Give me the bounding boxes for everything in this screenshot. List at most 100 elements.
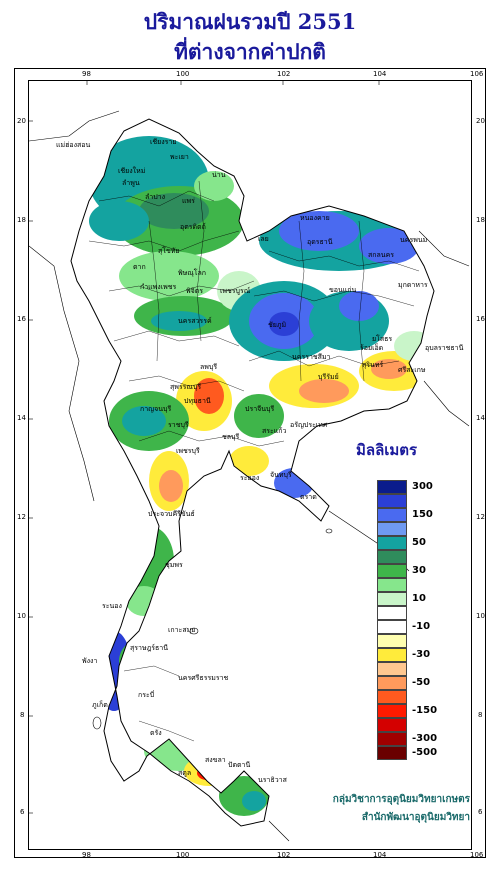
place-label: นครพนม [400, 236, 428, 244]
place-label: พิจิตร [186, 287, 204, 295]
y-tick-right: 20 [476, 117, 485, 125]
legend-label: -30 [412, 649, 431, 660]
legend-swatch [377, 746, 407, 760]
place-label: ประจวบคีรีขันธ์ [148, 510, 195, 518]
place-label: เพชรบุรี [176, 447, 200, 455]
place-label: กาญจนบุรี [140, 405, 172, 413]
place-label: อุดรธานี [307, 238, 333, 246]
legend-swatch [377, 732, 407, 746]
legend-swatch [377, 606, 407, 620]
y-tick-left: 20 [17, 117, 26, 125]
y-tick-right: 12 [476, 513, 485, 521]
legend-swatch [377, 634, 407, 648]
place-label: ลพบุรี [200, 363, 218, 371]
y-tick-left: 18 [17, 216, 26, 224]
legend-swatch [377, 592, 407, 606]
legend-swatch [377, 550, 407, 564]
place-label: สุพรรณบุรี [170, 383, 202, 391]
y-tick-left: 14 [17, 414, 26, 422]
y-tick-left: 8 [20, 711, 25, 719]
place-label: เพชรบูรณ์ [220, 287, 251, 295]
place-label: นครสวรรค์ [178, 317, 212, 325]
legend-swatch [377, 704, 407, 718]
rainfall-anomaly-map [29, 81, 470, 842]
place-label: ลำปาง [145, 193, 166, 201]
y-tick-left: 16 [17, 315, 26, 323]
place-label: นครศรีธรรมราช [178, 674, 229, 682]
place-label: จันทบุรี [270, 471, 292, 479]
place-label: บุรีรัมย์ [318, 373, 339, 381]
place-label: พังงา [82, 657, 98, 665]
x-tick-top: 106 [470, 70, 484, 78]
legend-label: -10 [412, 621, 431, 632]
place-label: นราธิวาส [258, 776, 287, 784]
legend-swatch [377, 578, 407, 592]
place-label: พิษณุโลก [178, 269, 207, 277]
y-tick-left: 10 [17, 612, 26, 620]
place-label: ลำพูน [122, 179, 140, 187]
map-subtitle: ที่ต่างจากค่าปกติ [174, 39, 326, 64]
legend-label: -150 [412, 705, 438, 716]
y-tick-right: 10 [476, 612, 485, 620]
place-label: อรัญประเทศ [290, 421, 328, 429]
legend-label: 50 [412, 537, 426, 548]
legend-swatch [377, 648, 407, 662]
place-label: มุกดาหาร [398, 281, 428, 289]
y-tick-right: 14 [476, 414, 485, 422]
legend-label: 150 [412, 509, 433, 520]
place-label: กำแพงเพชร [140, 283, 177, 291]
legend-swatch [377, 522, 407, 536]
x-tick-top: 104 [373, 70, 387, 78]
place-label: ชลบุรี [222, 433, 240, 441]
map-title: ปริมาณฝนรวมปี 2551 [143, 9, 357, 34]
legend-swatch [377, 536, 407, 550]
x-tick-bottom: 98 [82, 851, 91, 859]
place-label: ปทุมธานี [184, 397, 211, 405]
legend-label: 30 [412, 565, 426, 576]
map-area [28, 80, 472, 850]
y-tick-right: 6 [478, 808, 483, 816]
legend-label: 300 [412, 481, 433, 492]
place-label: แม่ฮ่องสอน [56, 141, 91, 149]
place-label: เกาะสมุย [168, 626, 196, 634]
place-label: สระแก้ว [262, 427, 287, 435]
place-label: แพร่ [182, 197, 195, 205]
y-tick-right: 8 [478, 711, 483, 719]
credit-line-1: กลุ่มวิชาการอุตุนิยมวิทยาเกษตร [332, 794, 470, 805]
place-label: อุบลราชธานี [425, 344, 464, 352]
place-label: ตาก [133, 263, 146, 271]
place-label: เชียงใหม่ [118, 167, 146, 175]
legend-label: -50 [412, 677, 431, 688]
place-label: สงขลา [205, 756, 226, 764]
place-label: ระนอง [102, 602, 122, 610]
place-label: ตรัง [150, 729, 162, 737]
legend-label: -500 [412, 747, 438, 758]
y-tick-right: 18 [476, 216, 485, 224]
legend-label: -300 [412, 733, 438, 744]
place-label: พะเยา [170, 153, 189, 161]
place-label: ราชบุรี [168, 421, 189, 429]
place-label: หนองคาย [300, 214, 330, 222]
y-tick-right: 16 [476, 315, 485, 323]
place-label: สกลนคร [368, 251, 395, 259]
place-label: เชียงราย [150, 138, 177, 146]
legend-swatch [377, 676, 407, 690]
place-label: ชุมพร [165, 561, 183, 569]
x-tick-top: 100 [176, 70, 190, 78]
legend-swatch [377, 494, 407, 508]
place-label: ยโสธร [372, 335, 393, 343]
place-label: ขอนแก่น [329, 286, 357, 294]
place-label: สุราษฎร์ธานี [130, 644, 169, 652]
place-label: อุตรดิตถ์ [180, 223, 206, 231]
place-label: ศรีสะเกษ [398, 366, 426, 374]
x-tick-bottom: 106 [470, 851, 484, 859]
legend-swatch [377, 718, 407, 732]
place-label: ตราด [300, 493, 317, 501]
x-tick-bottom: 102 [277, 851, 291, 859]
x-tick-bottom: 104 [373, 851, 387, 859]
place-label: ภูเก็ต [92, 701, 108, 709]
legend-swatch [377, 620, 407, 634]
place-label: กระบี่ [138, 691, 155, 699]
y-tick-left: 6 [20, 808, 25, 816]
place-label: สุรินทร์ [362, 361, 384, 369]
